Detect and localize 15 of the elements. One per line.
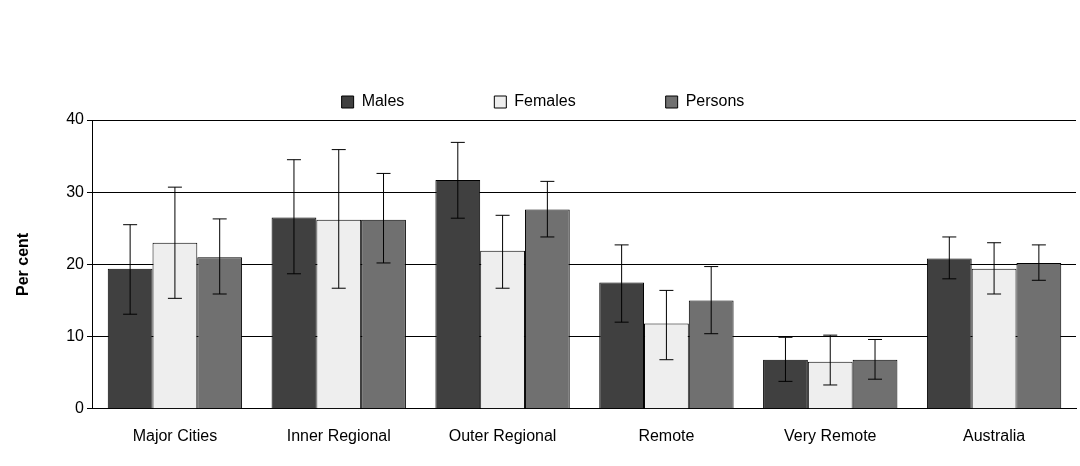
y-tick-label: 30 — [66, 182, 85, 200]
y-tick-label: 0 — [75, 399, 85, 417]
legend-label: Males — [361, 92, 405, 110]
x-tick-label: Very Remote — [784, 426, 877, 444]
legend-label: Females — [514, 92, 576, 110]
y-tick-label: 40 — [66, 110, 85, 128]
y-tick-label: 20 — [66, 254, 85, 272]
legend-label: Persons — [685, 92, 745, 110]
x-tick-label: Remote — [638, 426, 695, 444]
x-tick-label: Australia — [962, 426, 1026, 444]
x-tick-label: Inner Regional — [286, 426, 391, 444]
x-tick-label: Major Cities — [132, 426, 218, 444]
x-tick-label: Outer Regional — [448, 426, 557, 444]
y-axis-title: Per cent — [14, 232, 32, 296]
y-tick-label: 10 — [66, 327, 85, 345]
